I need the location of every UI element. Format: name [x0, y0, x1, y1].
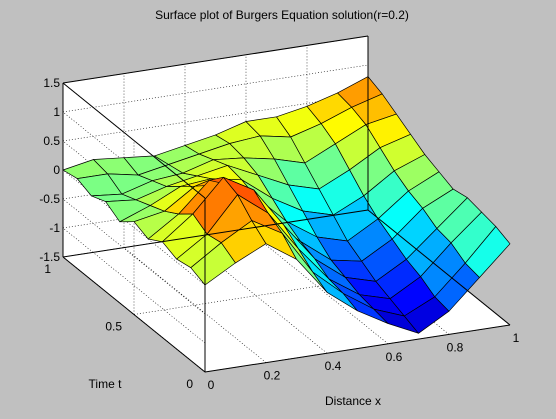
y-axis-label: Time t	[89, 377, 123, 391]
z-tick-label: -1	[49, 221, 60, 235]
grid-line-z-side	[62, 169, 206, 286]
z-tick-label: -1.5	[39, 250, 60, 264]
z-tick-label: -0.5	[39, 192, 60, 206]
z-tick-label: 1.5	[43, 76, 60, 90]
axes-box-edge	[62, 256, 206, 373]
surface-mesh	[62, 76, 511, 334]
grid-line-x-floor	[184, 237, 328, 354]
y-tick-label: 1	[44, 262, 51, 276]
axes-box-edge	[62, 209, 369, 258]
x-tick-label: 1	[513, 331, 520, 345]
z-tick-label: 1	[53, 105, 60, 119]
grid-line-z-back	[62, 93, 369, 142]
y-tick-label: 0	[186, 377, 193, 391]
axes-box-edge	[204, 324, 511, 373]
grid-line-z-side	[62, 227, 206, 344]
grid-line-x-floor	[123, 247, 267, 363]
chart-title: Surface plot of Burgers Equation solutio…	[155, 8, 409, 22]
x-tick-label: 0	[208, 378, 215, 392]
z-tick-label: 0.5	[43, 134, 60, 148]
surface-face	[464, 226, 511, 278]
x-tick-label: 0.8	[447, 340, 464, 354]
x-tick-label: 0.6	[386, 350, 403, 364]
y-tick-label: 0.5	[105, 320, 122, 334]
axes-box	[62, 35, 511, 373]
axes-box-edge	[367, 209, 511, 326]
z-tick-label: 0	[53, 163, 60, 177]
grid-line-z-side	[62, 198, 206, 315]
axes-box-edge	[62, 82, 206, 199]
axes-box-edge	[62, 35, 369, 84]
grid-line-x-floor	[245, 228, 389, 345]
x-tick-label: 0.4	[325, 359, 342, 373]
grid-line-t-floor	[133, 267, 440, 315]
grid-line-z-back	[62, 180, 369, 229]
grid-line-z-back	[62, 64, 369, 113]
x-axis-label: Distance x	[325, 394, 381, 408]
x-tick-label: 0.2	[264, 369, 281, 383]
